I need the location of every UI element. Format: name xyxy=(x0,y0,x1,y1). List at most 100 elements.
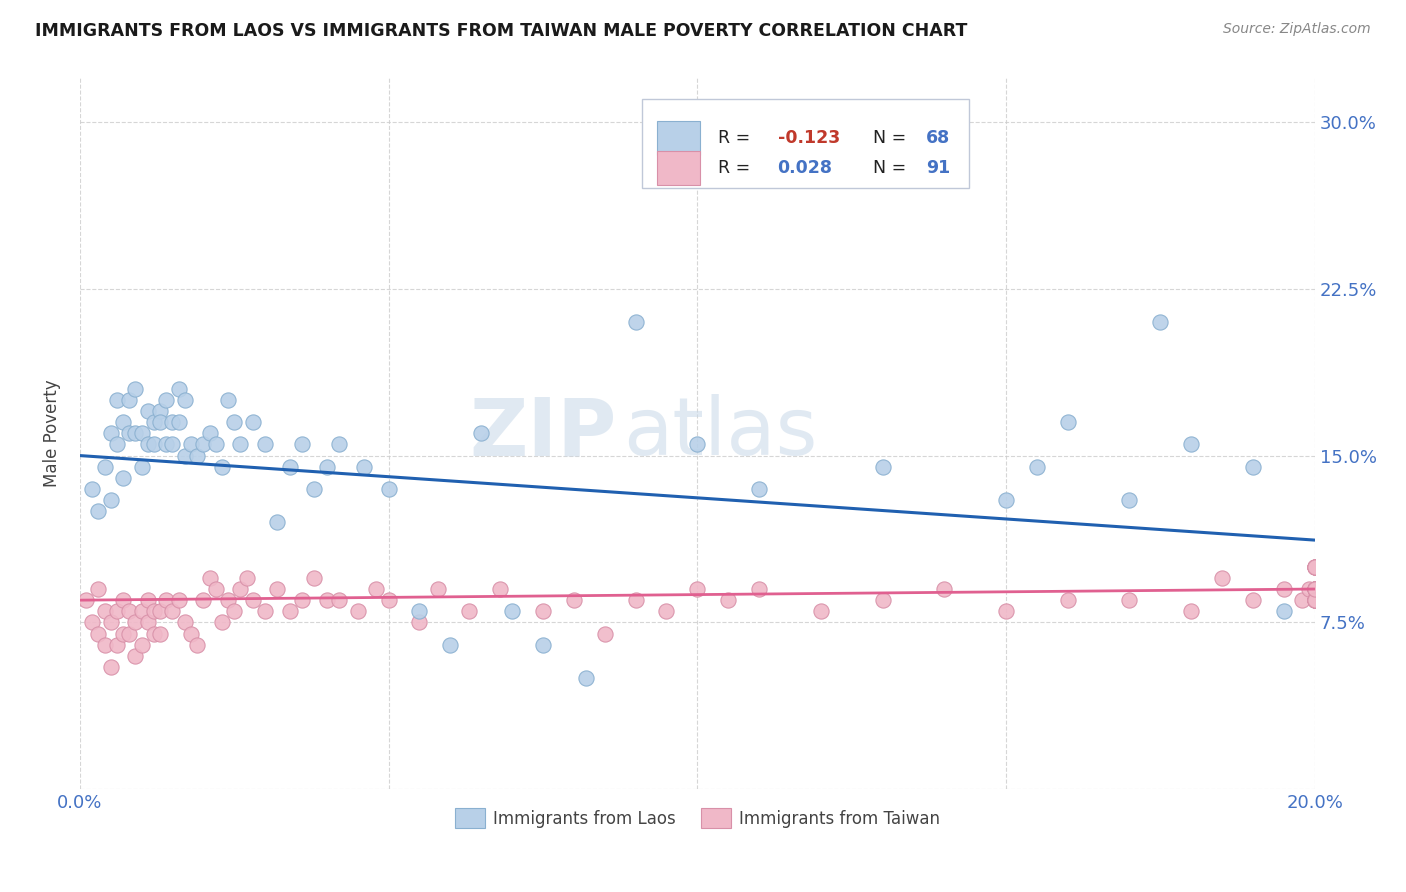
Text: Source: ZipAtlas.com: Source: ZipAtlas.com xyxy=(1223,22,1371,37)
Point xyxy=(131,459,153,474)
Text: IMMIGRANTS FROM LAOS VS IMMIGRANTS FROM TAIWAN MALE POVERTY CORRELATION CHART: IMMIGRANTS FROM LAOS VS IMMIGRANTS FROM … xyxy=(35,22,967,40)
Point xyxy=(105,437,128,451)
Point xyxy=(193,593,215,607)
Point xyxy=(155,437,177,451)
Point xyxy=(136,437,159,451)
Point xyxy=(149,415,172,429)
Point xyxy=(328,437,350,451)
Point xyxy=(112,471,135,485)
Point xyxy=(686,437,709,451)
Point xyxy=(118,626,141,640)
Point xyxy=(254,604,277,618)
Point xyxy=(136,404,159,418)
Point xyxy=(143,415,166,429)
Point xyxy=(1180,437,1202,451)
Point xyxy=(328,593,350,607)
Point xyxy=(1303,593,1326,607)
Point xyxy=(562,593,585,607)
Point xyxy=(136,615,159,630)
Point xyxy=(204,582,226,596)
Text: 91: 91 xyxy=(925,159,950,178)
Point xyxy=(235,571,257,585)
Point xyxy=(93,638,115,652)
Point xyxy=(457,604,479,618)
Point xyxy=(1272,604,1295,618)
Point xyxy=(1303,593,1326,607)
Point xyxy=(748,482,770,496)
Point xyxy=(105,392,128,407)
Point xyxy=(278,459,301,474)
Point xyxy=(143,626,166,640)
Point xyxy=(655,604,678,618)
Point xyxy=(1303,582,1326,596)
Point xyxy=(291,593,314,607)
Point xyxy=(143,437,166,451)
Point xyxy=(934,126,956,140)
Text: 68: 68 xyxy=(925,129,950,147)
Point xyxy=(87,582,110,596)
Point xyxy=(131,426,153,441)
Point xyxy=(1303,582,1326,596)
Point xyxy=(1180,604,1202,618)
Legend: Immigrants from Laos, Immigrants from Taiwan: Immigrants from Laos, Immigrants from Ta… xyxy=(449,802,946,834)
Point xyxy=(1303,559,1326,574)
Point xyxy=(1291,593,1313,607)
Point xyxy=(93,604,115,618)
Text: R =: R = xyxy=(718,159,756,178)
Point xyxy=(149,604,172,618)
Point xyxy=(82,615,104,630)
Point xyxy=(531,604,554,618)
Point xyxy=(278,604,301,618)
Point xyxy=(198,571,221,585)
Point xyxy=(470,426,492,441)
Point xyxy=(377,482,399,496)
Point xyxy=(1303,593,1326,607)
Point xyxy=(173,392,195,407)
Point xyxy=(593,626,616,640)
Point xyxy=(167,382,190,396)
Point xyxy=(211,459,233,474)
Point xyxy=(149,404,172,418)
Point xyxy=(124,615,146,630)
Point xyxy=(315,459,337,474)
Point xyxy=(211,615,233,630)
Point xyxy=(1025,459,1047,474)
Point xyxy=(686,582,709,596)
Point xyxy=(204,437,226,451)
Point xyxy=(1303,559,1326,574)
Point xyxy=(1303,593,1326,607)
Point xyxy=(872,459,894,474)
Point xyxy=(353,459,375,474)
Text: atlas: atlas xyxy=(623,394,817,473)
Point xyxy=(155,392,177,407)
Point xyxy=(180,626,202,640)
Point xyxy=(242,593,264,607)
Point xyxy=(105,638,128,652)
Point xyxy=(872,593,894,607)
Point xyxy=(1303,582,1326,596)
Point xyxy=(118,604,141,618)
Point xyxy=(995,493,1018,508)
Point xyxy=(1303,582,1326,596)
Point xyxy=(1118,593,1140,607)
Point xyxy=(87,504,110,518)
Point xyxy=(1056,415,1078,429)
Point xyxy=(186,449,208,463)
Point xyxy=(408,604,430,618)
Point xyxy=(100,660,122,674)
Point xyxy=(242,415,264,429)
Point xyxy=(1272,582,1295,596)
Point xyxy=(377,593,399,607)
Point xyxy=(162,604,184,618)
Point xyxy=(1303,582,1326,596)
Point xyxy=(717,593,740,607)
Point xyxy=(131,638,153,652)
Point xyxy=(162,437,184,451)
Point xyxy=(254,437,277,451)
Point xyxy=(143,604,166,618)
Point xyxy=(366,582,388,596)
Text: N =: N = xyxy=(873,129,911,147)
Point xyxy=(1241,593,1264,607)
Text: R =: R = xyxy=(718,129,756,147)
Point xyxy=(748,582,770,596)
